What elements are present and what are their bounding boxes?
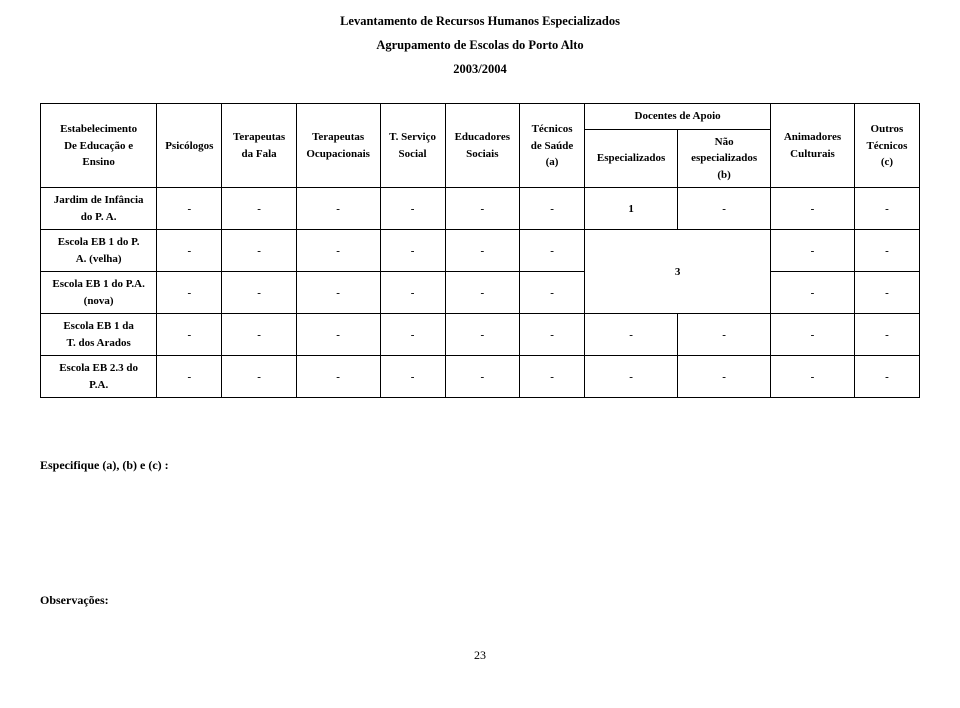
cell: 1 [585,188,678,230]
col-animadores: AnimadoresCulturais [771,104,855,188]
cell: - [445,272,519,314]
table-row: Escola EB 2.3 doP.A.---------- [41,356,920,398]
col-docentes-apoio: Docentes de Apoio [585,104,771,130]
col-terapeutas-ocup: TerapeutasOcupacionais [296,104,380,188]
cell: - [296,356,380,398]
cell: - [296,230,380,272]
row-label: Escola EB 1 do P.A. (velha) [41,230,157,272]
col-especializados: Especializados [585,129,678,188]
cell: - [520,188,585,230]
title-block: Levantamento de Recursos Humanos Especia… [40,10,920,81]
table-row: Jardim de Infânciado P. A.------1--- [41,188,920,230]
row-label: Escola EB 1 do P.A.(nova) [41,272,157,314]
cell: - [157,314,222,356]
cell: - [380,314,445,356]
table-row: Escola EB 1 daT. dos Arados---------- [41,314,920,356]
especifique-label: Especifique (a), (b) e (c) : [40,458,920,473]
cell: - [771,230,855,272]
cell: - [520,314,585,356]
cell: - [222,314,296,356]
col-terapeutas-fala: Terapeutasda Fala [222,104,296,188]
row-label: Escola EB 2.3 doP.A. [41,356,157,398]
cell: - [157,188,222,230]
table-row: Escola EB 1 do P.A. (velha)------3-- [41,230,920,272]
cell: - [445,356,519,398]
row-label: Jardim de Infânciado P. A. [41,188,157,230]
cell: - [445,230,519,272]
cell: - [380,272,445,314]
table-row: Escola EB 1 do P.A.(nova)-------- [41,272,920,314]
cell-merged: 3 [585,230,771,314]
cell: - [771,188,855,230]
cell: - [678,314,771,356]
cell: - [771,314,855,356]
cell: - [520,356,585,398]
cell: - [222,230,296,272]
row-label: Escola EB 1 daT. dos Arados [41,314,157,356]
cell: - [157,272,222,314]
cell: - [520,272,585,314]
title-line-1: Levantamento de Recursos Humanos Especia… [40,10,920,34]
cell: - [854,314,919,356]
cell: - [678,188,771,230]
cell: - [445,314,519,356]
cell: - [445,188,519,230]
cell: - [854,272,919,314]
cell: - [771,356,855,398]
col-nao-especializados: Não especializados (b) [678,129,771,188]
header-row-1: Estabelecimento De Educação e Ensino Psi… [41,104,920,130]
cell: - [222,356,296,398]
cell: - [296,314,380,356]
cell: - [678,356,771,398]
cell: - [854,356,919,398]
cell: - [585,314,678,356]
cell: - [380,188,445,230]
cell: - [222,272,296,314]
col-servico-social: T. ServiçoSocial [380,104,445,188]
cell: - [854,230,919,272]
page-container: Levantamento de Recursos Humanos Especia… [0,0,960,663]
page-number: 23 [40,648,920,663]
cell: - [380,356,445,398]
cell: - [157,230,222,272]
cell: - [222,188,296,230]
cell: - [296,188,380,230]
cell: - [585,356,678,398]
observacoes-label: Observações: [40,593,920,608]
table-body: Jardim de Infânciado P. A.------1---Esco… [41,188,920,398]
title-line-2: Agrupamento de Escolas do Porto Alto [40,34,920,58]
cell: - [157,356,222,398]
cell: - [520,230,585,272]
title-line-3: 2003/2004 [40,58,920,82]
col-tecnicos-saude: Técnicos de Saúde (a) [520,104,585,188]
cell: - [296,272,380,314]
col-educadores-sociais: EducadoresSociais [445,104,519,188]
resources-table: Estabelecimento De Educação e Ensino Psi… [40,103,920,398]
col-psicologos: Psicólogos [157,104,222,188]
cell: - [771,272,855,314]
col-outros-tecnicos: Outros Técnicos (c) [854,104,919,188]
cell: - [380,230,445,272]
col-estabelecimento: Estabelecimento De Educação e Ensino [41,104,157,188]
cell: - [854,188,919,230]
